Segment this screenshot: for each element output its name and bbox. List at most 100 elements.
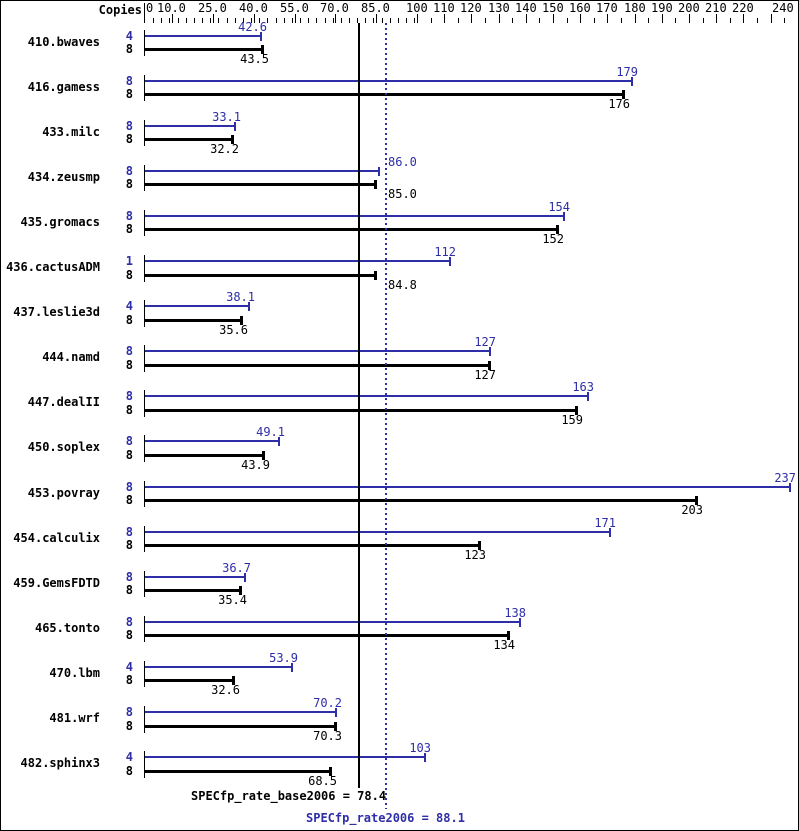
base-copies-label: 8 (125, 358, 133, 372)
benchmark-name-label: 434.zeusmp (27, 170, 100, 184)
peak-bar-endcap (449, 257, 451, 266)
base-bar-endcap (507, 631, 510, 640)
base-mean-reference-line (358, 23, 360, 788)
axis-tick (300, 18, 301, 23)
axis-tick-label: 170 (596, 1, 618, 15)
axis-tick (703, 18, 704, 23)
peak-copies-label: 8 (125, 389, 133, 403)
base-value-label: 84.8 (388, 278, 417, 292)
axis-tick (333, 18, 334, 23)
axis-tick (444, 14, 445, 23)
peak-value-label: 36.7 (222, 561, 251, 575)
base-bar (145, 770, 331, 773)
base-value-label: 43.5 (240, 52, 269, 66)
axis-tick-label: 120 (460, 1, 482, 15)
axis-tick (743, 14, 744, 23)
group-axis-bracket (144, 616, 145, 642)
axis-tick-label: 210 (705, 1, 727, 15)
axis-tick (213, 14, 214, 23)
peak-value-label: 33.1 (212, 110, 241, 124)
base-copies-label: 8 (125, 673, 133, 687)
axis-tick (716, 14, 717, 23)
axis-tick (276, 18, 277, 23)
peak-bar (145, 576, 245, 578)
peak-bar-endcap (234, 122, 236, 131)
peak-copies-label: 8 (125, 570, 133, 584)
benchmark-name-label: 437.leslie3d (13, 305, 100, 319)
axis-tick-label: 180 (624, 1, 646, 15)
base-bar (145, 138, 233, 141)
peak-value-label: 70.2 (313, 696, 342, 710)
peak-copies-label: 1 (125, 254, 133, 268)
benchmark-name-label: 435.gromacs (20, 215, 100, 229)
axis-tick (390, 18, 391, 23)
base-copies-label: 8 (125, 222, 133, 236)
axis-tick-label: 85.0 (361, 1, 390, 15)
axis-tick (406, 18, 407, 23)
base-bar (145, 183, 376, 186)
axis-tick (580, 14, 581, 23)
base-bar-endcap (334, 722, 337, 731)
peak-bar (145, 260, 450, 262)
base-bar (145, 454, 264, 457)
base-bar (145, 93, 624, 96)
axis-tick (161, 18, 162, 23)
axis-tick (594, 18, 595, 23)
peak-copies-label: 8 (125, 434, 133, 448)
axis-tick (172, 14, 173, 23)
axis-tick (730, 18, 731, 23)
peak-copies-label: 8 (125, 209, 133, 223)
base-copies-label: 8 (125, 719, 133, 733)
peak-copies-label: 8 (125, 119, 133, 133)
base-bar-endcap (262, 451, 265, 460)
base-value-label: 68.5 (308, 774, 337, 788)
axis-tick (284, 18, 285, 23)
peak-bar-endcap (563, 212, 565, 221)
base-value-label: 127 (474, 368, 496, 382)
axis-tick (553, 14, 554, 23)
peak-value-label: 179 (616, 65, 638, 79)
group-axis-bracket (144, 120, 145, 146)
base-bar (145, 409, 577, 412)
benchmark-name-label: 465.tonto (34, 621, 100, 635)
benchmark-name-label: 453.povray (27, 486, 100, 500)
axis-tick-label: 55.0 (280, 1, 309, 15)
axis-tick (169, 18, 170, 23)
benchmark-name-label: 416.gamess (27, 80, 100, 94)
benchmark-name-label: 433.milc (42, 125, 100, 139)
peak-value-label: 237 (774, 471, 796, 485)
group-axis-bracket (144, 75, 145, 101)
peak-value-label: 154 (548, 200, 570, 214)
base-bar (145, 274, 376, 277)
axis-tick (414, 18, 415, 23)
group-axis-bracket (144, 661, 145, 687)
base-bar (145, 319, 242, 322)
axis-tick (458, 18, 459, 23)
base-value-label: 176 (608, 97, 630, 111)
axis-tick (567, 18, 568, 23)
axis-tick (227, 18, 228, 23)
peak-bar-endcap (424, 753, 426, 762)
base-copies-label: 8 (125, 87, 133, 101)
base-value-label: 159 (561, 413, 583, 427)
axis-tick (202, 18, 203, 23)
benchmark-name-label: 447.dealII (27, 395, 100, 409)
axis-tick (512, 18, 513, 23)
base-copies-label: 8 (125, 132, 133, 146)
benchmark-name-label: 436.cactusADM (6, 260, 100, 274)
peak-bar (145, 170, 379, 172)
axis-tick (499, 14, 500, 23)
peak-mean-reference-line (385, 23, 387, 809)
axis-tick (235, 18, 236, 23)
base-copies-label: 8 (125, 268, 133, 282)
group-axis-bracket (144, 526, 145, 552)
peak-bar (145, 531, 610, 533)
peak-value-label: 103 (409, 741, 431, 755)
base-bar-endcap (622, 90, 625, 99)
axis-tick (648, 18, 649, 23)
axis-tick (398, 18, 399, 23)
peak-bar (145, 305, 249, 307)
base-bar (145, 679, 234, 682)
peak-bar (145, 35, 261, 37)
